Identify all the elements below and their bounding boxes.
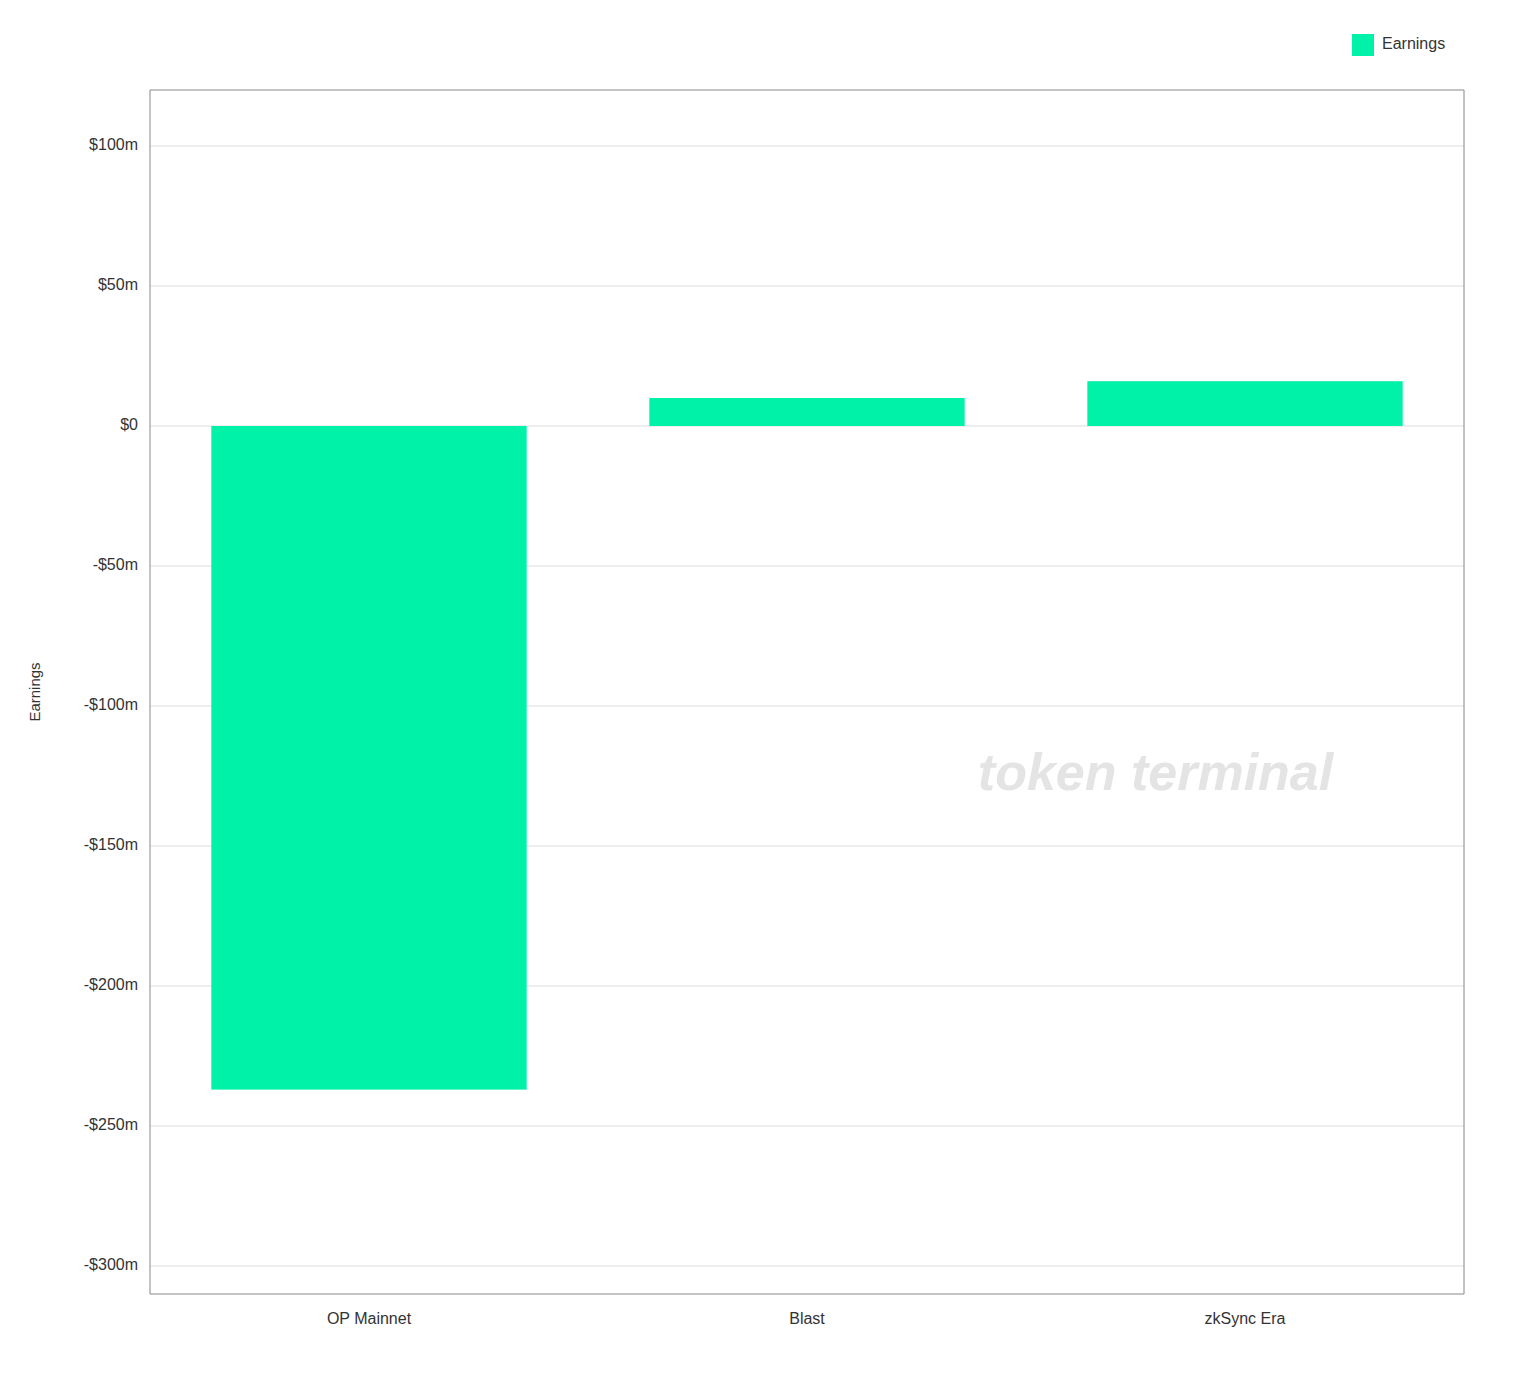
plot-frame-top — [150, 90, 1464, 91]
legend-label: Earnings — [1382, 35, 1445, 52]
x-tick-label: zkSync Era — [1205, 1310, 1286, 1327]
y-tick-label: -$250m — [84, 1116, 138, 1133]
grid-line — [150, 1126, 1464, 1127]
grid-line — [150, 1266, 1464, 1267]
y-ticks: $100m $50m $0 -$50m -$100m -$150m -$200m -$250m… — [84, 136, 138, 1273]
legend-swatch — [1352, 34, 1374, 56]
x-tick-label: OP Mainnet — [327, 1310, 412, 1327]
plot-frame-right — [1464, 90, 1465, 1294]
chart-svg: $100m $50m $0 -$50m -$100m -$150m -$200m -$250m… — [0, 0, 1514, 1374]
bar — [649, 398, 964, 426]
grid — [150, 146, 1464, 1266]
x-ticks: OP Mainnet Blast zkSync Era — [327, 1310, 1286, 1327]
y-tick-label: -$200m — [84, 976, 138, 993]
bars — [211, 381, 1402, 1089]
bar — [1087, 381, 1402, 426]
plot-frame-bottom — [150, 1294, 1464, 1295]
y-tick-label: -$300m — [84, 1256, 138, 1273]
y-tick-label: $100m — [89, 136, 138, 153]
grid-line — [150, 286, 1464, 287]
y-tick-label: -$50m — [93, 556, 138, 573]
watermark: token terminal — [978, 743, 1335, 801]
y-tick-label: $0 — [120, 416, 138, 433]
x-tick-label: Blast — [789, 1310, 825, 1327]
grid-line — [150, 146, 1464, 147]
bar — [211, 426, 526, 1090]
chart-container: $100m $50m $0 -$50m -$100m -$150m -$200m -$250m… — [0, 0, 1514, 1374]
y-axis-label: Earnings — [26, 662, 43, 721]
y-tick-label: $50m — [98, 276, 138, 293]
y-tick-label: -$100m — [84, 696, 138, 713]
y-axis-line — [150, 90, 151, 1294]
legend: Earnings — [1352, 34, 1445, 56]
y-tick-label: -$150m — [84, 836, 138, 853]
